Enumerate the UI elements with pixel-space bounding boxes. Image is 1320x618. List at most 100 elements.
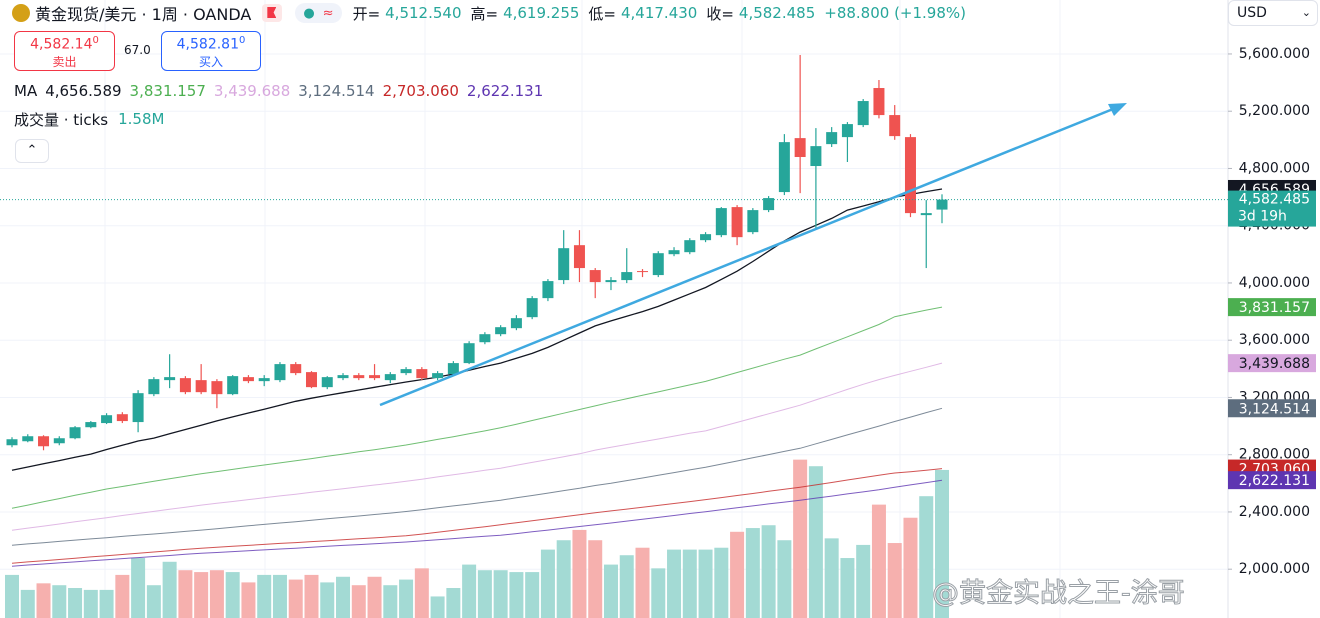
candle-body [22, 436, 34, 442]
volume-bar [5, 574, 19, 618]
volume-bar [399, 579, 414, 618]
y-tick-label: 4,000.000 [1239, 275, 1310, 291]
candle-body [558, 248, 570, 281]
volume-bar [525, 572, 540, 618]
vertical-grid [104, 0, 1061, 618]
ma-label: MA [14, 82, 38, 100]
volume-bar [761, 525, 776, 618]
buy-label: 买入 [198, 54, 223, 69]
candle-body [510, 318, 522, 329]
y-tick-label: 2,000.000 [1239, 561, 1310, 577]
ma-price-tag-label: 3,439.688 [1239, 356, 1310, 372]
countdown: 3d 19h [1238, 209, 1287, 225]
volume-bar [556, 540, 571, 618]
volume-bar [336, 576, 351, 618]
trend-arrowhead [1108, 103, 1127, 116]
candle-body [400, 369, 412, 374]
candle-body [747, 210, 759, 233]
candle-body [794, 138, 806, 158]
volume-bar [635, 547, 650, 618]
ma-legend-value: 2,703.060 [382, 82, 459, 100]
ohlc-change: +88.800 (+1.98%) [824, 4, 966, 22]
candle-body [700, 234, 712, 241]
y-tick-label: 5,200.000 [1239, 103, 1310, 119]
volume-bar [36, 583, 51, 618]
volume-bar [20, 589, 35, 618]
volume-bar [162, 561, 177, 618]
candle-body [353, 375, 365, 379]
symbol-title[interactable]: 黄金现货/美元 · 1周 · OANDA [35, 5, 252, 24]
currency-dropdown[interactable]: USD ⌄ [1228, 0, 1318, 26]
buy-button[interactable]: 4,582.810 买入 [161, 31, 261, 71]
volume-bar [808, 466, 823, 618]
ma-line [11, 188, 943, 471]
volume-bar [903, 517, 918, 618]
status-pill[interactable]: ● ≈ [295, 3, 342, 23]
candle-body [148, 379, 160, 395]
volume-bar [99, 589, 114, 618]
collapse-button[interactable]: ⌃ [15, 139, 49, 163]
volume-bar [351, 585, 366, 618]
candle-body [53, 438, 65, 444]
candle-body [384, 374, 396, 381]
volume-bar [919, 496, 934, 618]
candle-body [132, 393, 144, 423]
ma-legend-value: 3,831.157 [129, 82, 206, 100]
candle-body [179, 378, 191, 393]
ohlc-open: 4,512.540 [385, 4, 462, 22]
candle-body [826, 132, 838, 145]
ma-line [11, 479, 943, 567]
candle-body [526, 298, 538, 318]
volume-legend: 成交量 · ticks 1.58M [14, 109, 164, 129]
candle-body [904, 137, 916, 214]
volume-bar [146, 585, 161, 618]
candle-body [542, 281, 554, 299]
candle-body [715, 208, 727, 236]
candle-body [321, 377, 333, 388]
ohlc-low: 4,417.430 [620, 4, 698, 22]
ma-line [11, 306, 943, 509]
candle-body [274, 364, 286, 381]
volume-bar [493, 570, 508, 618]
candle-body [116, 414, 128, 422]
volume-bar [714, 547, 729, 618]
volume-bar [304, 574, 319, 618]
candle-body [778, 142, 790, 193]
volume-bar [209, 570, 224, 618]
ma-price-tag-label: 2,622.131 [1239, 473, 1310, 489]
volume-bar [131, 558, 146, 618]
candle-body [841, 124, 853, 138]
candle-body [668, 250, 680, 255]
trend-line [379, 105, 1119, 407]
candle-body [463, 343, 475, 364]
candle-body [447, 363, 459, 375]
volume-bar [225, 572, 240, 618]
symbol-row: 黄金现货/美元 · 1周 · OANDA ● ≈ 开= 4,512.540 高= 4,… [12, 1, 966, 25]
ma-legend-value: 3,124.514 [298, 82, 375, 100]
candle-body [920, 213, 932, 216]
flag-button[interactable] [262, 4, 283, 22]
volume-bar [603, 564, 618, 618]
spread: 67.0 [124, 43, 151, 57]
candle-body [85, 422, 97, 428]
symbol-icon [12, 4, 30, 22]
candle-body [38, 436, 50, 447]
candle-body [432, 373, 444, 379]
last-price-tag-label: 4,582.485 [1239, 192, 1310, 208]
watermark: @黄金实战之王-涂哥 [932, 577, 1186, 609]
volume-bar [745, 528, 760, 618]
ma-line [11, 468, 943, 564]
candle-body [731, 207, 743, 238]
ma-legend-value: 3,439.688 [213, 82, 291, 100]
candle-body [258, 378, 270, 382]
currency: USD [1237, 5, 1267, 21]
volume-bar [682, 549, 697, 618]
sell-button[interactable]: 4,582.140 卖出 [14, 31, 115, 71]
ma-line [11, 407, 943, 546]
candle-body [810, 146, 822, 167]
volume-bar [462, 564, 477, 618]
ohlc-low-label: 低= [588, 4, 616, 23]
volume-bar [871, 504, 886, 618]
